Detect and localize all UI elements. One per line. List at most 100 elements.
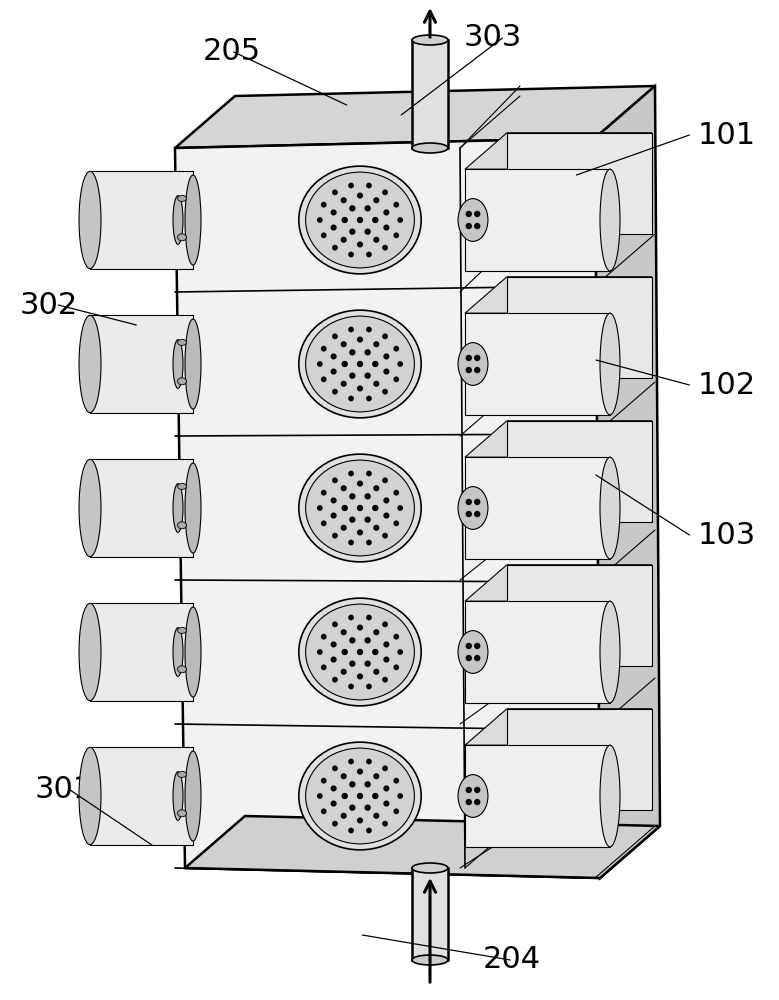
Polygon shape <box>465 421 652 457</box>
Circle shape <box>322 377 326 382</box>
Circle shape <box>467 368 471 373</box>
Text: 205: 205 <box>203 37 261 66</box>
Circle shape <box>394 202 398 207</box>
Ellipse shape <box>458 775 488 817</box>
Circle shape <box>349 471 353 476</box>
Circle shape <box>342 218 347 222</box>
Ellipse shape <box>185 751 201 841</box>
Ellipse shape <box>305 460 414 556</box>
Circle shape <box>474 800 480 805</box>
Circle shape <box>394 809 398 814</box>
Circle shape <box>398 794 403 798</box>
Circle shape <box>398 650 403 654</box>
Circle shape <box>358 193 362 198</box>
Circle shape <box>384 801 389 806</box>
Circle shape <box>331 657 336 662</box>
Circle shape <box>358 674 362 679</box>
Circle shape <box>373 506 378 510</box>
Bar <box>90 747 193 845</box>
Circle shape <box>331 801 336 806</box>
Circle shape <box>318 506 322 510</box>
Circle shape <box>394 377 398 382</box>
Ellipse shape <box>79 747 101 845</box>
Circle shape <box>331 786 336 791</box>
Circle shape <box>341 237 346 242</box>
Circle shape <box>365 782 370 787</box>
Circle shape <box>374 198 379 203</box>
Circle shape <box>318 218 322 222</box>
Circle shape <box>322 634 326 639</box>
Circle shape <box>384 225 389 230</box>
Circle shape <box>394 346 398 351</box>
Bar <box>90 171 193 269</box>
Circle shape <box>342 506 347 510</box>
Circle shape <box>394 634 398 639</box>
Ellipse shape <box>185 319 201 409</box>
Circle shape <box>365 638 370 643</box>
Circle shape <box>341 486 346 491</box>
Circle shape <box>398 218 403 222</box>
Circle shape <box>350 494 354 499</box>
Circle shape <box>322 665 326 670</box>
Ellipse shape <box>299 742 421 850</box>
Circle shape <box>384 210 389 215</box>
Circle shape <box>322 490 326 495</box>
Circle shape <box>358 386 362 391</box>
Polygon shape <box>175 138 600 878</box>
Circle shape <box>342 362 347 366</box>
Circle shape <box>365 229 370 234</box>
Circle shape <box>373 794 378 798</box>
Bar <box>507 133 652 234</box>
Circle shape <box>383 246 387 250</box>
Circle shape <box>398 506 403 510</box>
Ellipse shape <box>173 484 183 532</box>
Circle shape <box>333 534 337 538</box>
Bar <box>412 868 448 960</box>
Circle shape <box>374 525 379 530</box>
Circle shape <box>474 355 480 360</box>
Circle shape <box>374 381 379 386</box>
Ellipse shape <box>178 627 186 633</box>
Circle shape <box>333 334 337 338</box>
Ellipse shape <box>600 169 620 271</box>
Circle shape <box>333 678 337 682</box>
Circle shape <box>383 678 387 682</box>
Circle shape <box>384 513 389 518</box>
Circle shape <box>358 362 362 366</box>
Circle shape <box>467 355 471 360</box>
Circle shape <box>358 769 362 774</box>
Bar <box>465 745 610 847</box>
Circle shape <box>358 818 362 823</box>
Ellipse shape <box>178 771 186 777</box>
Bar <box>507 277 652 378</box>
Ellipse shape <box>305 316 414 412</box>
Text: 101: 101 <box>697 120 756 149</box>
Circle shape <box>333 478 337 482</box>
Bar <box>465 169 610 271</box>
Circle shape <box>358 794 362 798</box>
Circle shape <box>467 800 471 805</box>
Circle shape <box>383 478 387 482</box>
Circle shape <box>331 513 336 518</box>
Circle shape <box>373 362 378 366</box>
Ellipse shape <box>305 172 414 268</box>
Ellipse shape <box>412 35 448 45</box>
Circle shape <box>341 630 346 635</box>
Text: 103: 103 <box>697 520 756 550</box>
Circle shape <box>358 650 362 654</box>
Text: 303: 303 <box>464 23 522 52</box>
Circle shape <box>322 233 326 238</box>
Circle shape <box>349 828 353 833</box>
Circle shape <box>341 198 346 203</box>
Ellipse shape <box>79 459 101 557</box>
Ellipse shape <box>178 378 186 385</box>
Circle shape <box>374 237 379 242</box>
Circle shape <box>373 650 378 654</box>
Circle shape <box>394 665 398 670</box>
Circle shape <box>384 369 389 374</box>
Text: 301: 301 <box>35 776 93 804</box>
Circle shape <box>333 822 337 826</box>
Circle shape <box>383 190 387 194</box>
Circle shape <box>358 218 362 222</box>
Circle shape <box>398 362 403 366</box>
